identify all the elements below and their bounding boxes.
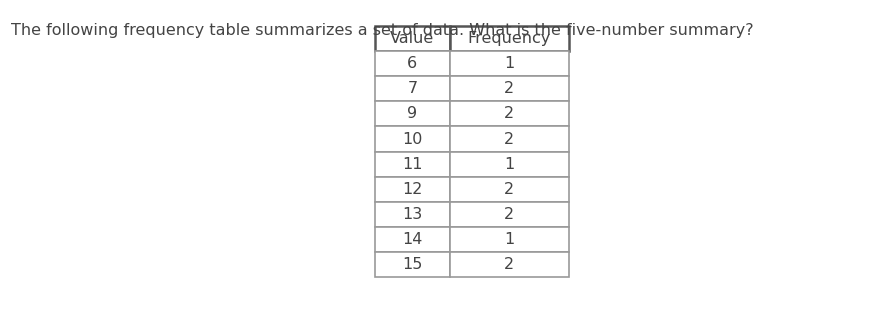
Bar [375, 51, 450, 76]
Bar [450, 227, 569, 252]
Text: 2: 2 [505, 106, 514, 122]
Bar [375, 252, 450, 277]
Text: The following frequency table summarizes a set of data. What is the five-number : The following frequency table summarizes… [11, 23, 754, 38]
Bar [450, 152, 569, 177]
Bar [450, 252, 569, 277]
Bar [450, 26, 569, 51]
Text: 2: 2 [505, 207, 514, 222]
Bar [450, 177, 569, 202]
Text: 12: 12 [402, 182, 422, 197]
Bar [450, 101, 569, 126]
Bar [375, 126, 450, 152]
Bar [375, 76, 450, 101]
Text: 2: 2 [505, 131, 514, 147]
Text: 14: 14 [402, 232, 422, 247]
Bar [450, 202, 569, 227]
Text: 1: 1 [505, 156, 514, 172]
Bar [375, 227, 450, 252]
Text: 2: 2 [505, 182, 514, 197]
Text: 13: 13 [402, 207, 422, 222]
Text: Value: Value [390, 31, 435, 46]
Text: 7: 7 [407, 81, 417, 96]
Bar [375, 202, 450, 227]
Bar [375, 26, 450, 51]
Bar [450, 51, 569, 76]
Bar [375, 177, 450, 202]
Text: 6: 6 [407, 56, 417, 71]
Text: 11: 11 [402, 156, 422, 172]
Bar [450, 76, 569, 101]
Bar [375, 101, 450, 126]
Text: 1: 1 [505, 232, 514, 247]
Bar [375, 152, 450, 177]
Text: 1: 1 [505, 56, 514, 71]
Text: 2: 2 [505, 81, 514, 96]
Text: 2: 2 [505, 257, 514, 272]
Text: 9: 9 [407, 106, 417, 122]
Text: 15: 15 [402, 257, 422, 272]
Text: Frequency: Frequency [467, 31, 551, 46]
Bar [450, 126, 569, 152]
Text: 10: 10 [402, 131, 422, 147]
